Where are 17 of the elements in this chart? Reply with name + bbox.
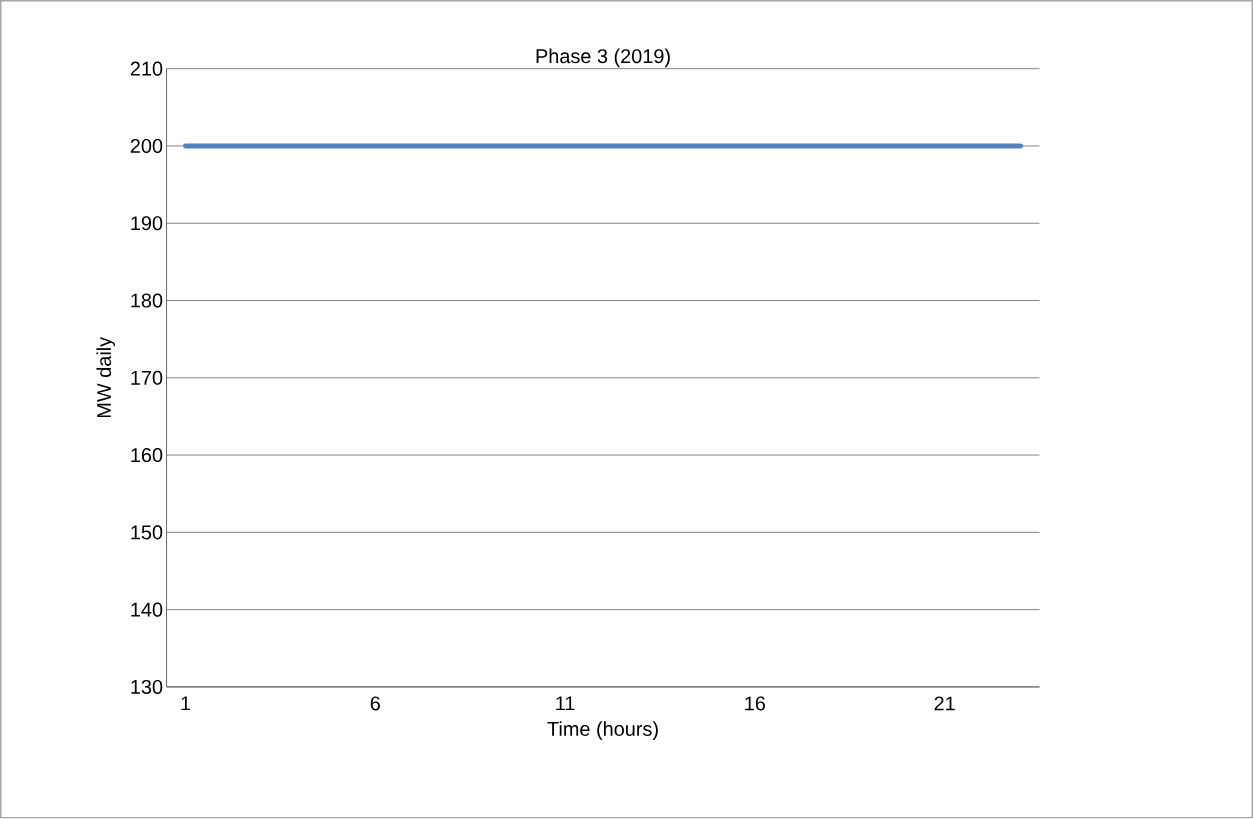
y-tick-label: 140: [131, 602, 163, 617]
chart-title: Phase 3 (2019): [536, 48, 670, 68]
x-tick-label: 16: [745, 696, 766, 711]
y-tick-label: 190: [131, 216, 163, 231]
x-tick-label: 6: [370, 696, 380, 711]
x-tick-label: 1: [181, 696, 191, 711]
x-tick-label: 21: [934, 696, 955, 711]
y-tick-label: 210: [130, 61, 163, 76]
y-tick-label: 160: [131, 448, 163, 463]
y-axis-title: MW daily: [96, 337, 116, 418]
x-axis-title: Time (hours): [547, 721, 658, 741]
y-tick-label: 180: [131, 293, 163, 308]
y-tick-label: 150: [131, 525, 163, 540]
y-tick-label: 200: [130, 139, 163, 154]
x-tick-label: 11: [556, 696, 575, 711]
y-tick-label: 170: [131, 370, 163, 386]
y-tick-label: 130: [131, 680, 163, 695]
